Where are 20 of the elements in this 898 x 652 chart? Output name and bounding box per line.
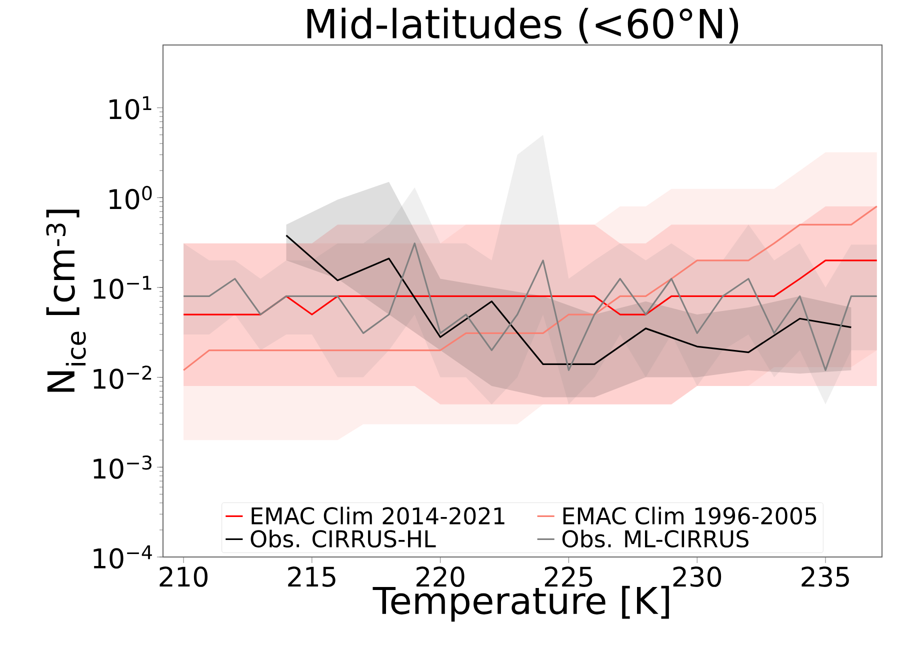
y-tick-label: 10$^{−1}$ xyxy=(94,276,152,300)
legend-label: EMAC Clim 1996-2005 xyxy=(563,506,816,525)
y-tick-label: 10$^{−4}$ xyxy=(94,545,152,569)
x-tick-label: 225 xyxy=(544,566,592,587)
x-tick-label: 220 xyxy=(416,566,464,587)
y-tick-label: 10$^{0}$ xyxy=(110,186,152,210)
legend-label: Obs. ML-CIRRUS xyxy=(562,530,748,548)
x-axis-title: Temperature [K] xyxy=(372,586,669,622)
x-tick-label: 230 xyxy=(673,566,722,587)
legend-label: EMAC Clim 2014-2021 xyxy=(252,506,504,525)
y-tick-label: 10$^{−3}$ xyxy=(94,455,152,479)
x-tick-label: 235 xyxy=(802,566,849,587)
x-tick-label: 215 xyxy=(288,566,336,587)
y-tick-label: 10$^{1}$ xyxy=(110,96,152,120)
y-axis-title: N$_{ice}$ [cm$^{-3}$] xyxy=(46,210,86,392)
x-tick-label: 210 xyxy=(160,566,208,587)
legend-label: Obs. CIRRUS-HL xyxy=(250,530,436,548)
chart-title: Mid-latitudes (<60°N) xyxy=(307,8,738,44)
line-series xyxy=(285,234,852,365)
y-tick-label: 10$^{−2}$ xyxy=(94,366,152,390)
